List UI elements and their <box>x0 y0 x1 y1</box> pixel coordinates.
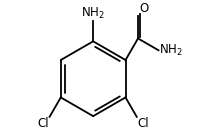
Text: NH$_2$: NH$_2$ <box>159 43 183 58</box>
Text: Cl: Cl <box>137 117 149 130</box>
Text: O: O <box>139 2 148 15</box>
Text: Cl: Cl <box>37 117 49 130</box>
Text: NH$_2$: NH$_2$ <box>81 6 105 21</box>
